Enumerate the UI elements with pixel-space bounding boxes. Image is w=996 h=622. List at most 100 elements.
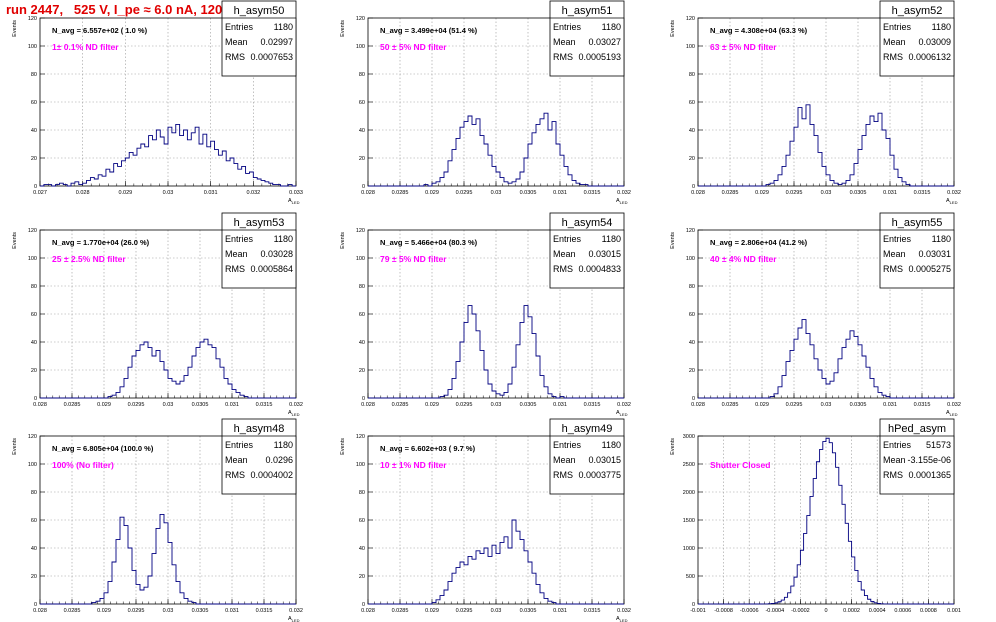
stats-key-entries: Entries (883, 22, 912, 32)
y-tick-label: 120 (686, 16, 695, 22)
stats-box (879, 212, 955, 289)
histogram-line (40, 513, 296, 605)
x-axis-label-sub: LED (292, 200, 300, 205)
histogram-h_asym51: 0.028 0.0285 0.029 0.0295 0.03 0.0305 0.031 0.0… (340, 0, 631, 205)
n-avg-label: N_avg = 6.602e+03 ( 9.7 %) (380, 444, 476, 453)
histogram-name: h_asym55 (892, 217, 943, 229)
stats-key-mean: Mean (883, 455, 906, 465)
y-tick-label: 500 (686, 574, 695, 580)
histogram-line (698, 437, 954, 605)
stats-value-mean: 0.03028 (260, 249, 293, 259)
stats-key-mean: Mean (225, 455, 248, 465)
x-tick-label: 0.03 (491, 608, 502, 614)
histogram-name: h_asym53 (234, 217, 285, 229)
x-tick-label: 0.03 (163, 608, 174, 614)
x-axis-label: ALED (616, 410, 628, 417)
x-tick-label: 0.032 (947, 402, 961, 408)
x-tick-label: 0.031 (553, 608, 567, 614)
x-tick-label: 0.032 (289, 402, 303, 408)
x-axis-label: ALED (616, 616, 628, 622)
histogram-line (368, 305, 624, 399)
x-tick-label: -0.0004 (765, 608, 784, 614)
x-tick-label: 0.029 (425, 402, 439, 408)
histogram-line (40, 123, 296, 187)
y-tick-label: 60 (31, 518, 37, 524)
x-tick-label: 0.0285 (722, 190, 739, 196)
histogram-h_asym48: 0.028 0.0285 0.029 0.0295 0.03 0.0305 0.031 0.0… (12, 418, 303, 622)
x-tick-label: 0.0008 (920, 608, 937, 614)
stats-box (879, 418, 955, 495)
histogram-h_asym49: 0.028 0.0285 0.029 0.0295 0.03 0.0305 0.031 0.0… (340, 418, 631, 622)
y-axis-label: Events (340, 20, 346, 37)
y-tick-label: 60 (31, 100, 37, 106)
x-tick-label: 0.0315 (584, 190, 601, 196)
y-tick-label: 20 (31, 156, 37, 162)
histogram-name: h_asym51 (562, 5, 613, 17)
y-tick-label: 20 (31, 574, 37, 580)
filter-label: 40 ± 4% ND filter (710, 254, 777, 264)
y-tick-label: 0 (692, 184, 695, 190)
filter-label: 63 ± 5% ND filter (710, 42, 777, 52)
stats-key-mean: Mean (225, 37, 248, 47)
x-tick-label: 0.03 (163, 402, 174, 408)
histogram-h_asym53: 0.028 0.0285 0.029 0.0295 0.03 0.0305 0.031 0.0… (12, 212, 303, 417)
y-axis-label: Events (12, 20, 18, 37)
x-tick-label: 0.031 (883, 402, 897, 408)
stats-value-entries: 1180 (274, 22, 293, 32)
stats-value-rms: 0.0005864 (250, 264, 293, 274)
y-tick-label: 20 (31, 368, 37, 374)
x-tick-label: 0.028 (691, 402, 705, 408)
x-tick-label: 0.0305 (192, 402, 209, 408)
x-axis-label-sub: LED (620, 200, 628, 205)
n-avg-label: N_avg = 5.466e+04 (80.3 %) (380, 238, 478, 247)
filter-label: 79 ± 5% ND filter (380, 254, 447, 264)
x-tick-label: 0.032 (617, 608, 631, 614)
x-axis-label-main: A (616, 616, 620, 622)
x-axis-label-main: A (288, 410, 292, 416)
y-axis-label: Events (12, 232, 18, 249)
x-tick-label: 0.03 (821, 402, 832, 408)
stats-value-rms: 0.0006132 (908, 52, 951, 62)
y-tick-label: 100 (356, 256, 365, 262)
y-tick-label: 80 (359, 284, 365, 290)
x-tick-label: 0.0315 (256, 608, 273, 614)
y-tick-label: 60 (359, 100, 365, 106)
x-axis-label-sub: LED (950, 200, 958, 205)
y-tick-label: 100 (356, 462, 365, 468)
x-tick-label: 0.032 (947, 190, 961, 196)
x-tick-label: 0.028 (76, 190, 90, 196)
stats-value-rms: 0.0005193 (578, 52, 621, 62)
y-tick-label: 60 (689, 100, 695, 106)
y-tick-label: 80 (359, 490, 365, 496)
filter-label: 10 ± 1% ND filter (380, 460, 447, 470)
stats-key-entries: Entries (883, 440, 912, 450)
x-tick-label: 0.031 (225, 608, 239, 614)
y-tick-label: 20 (359, 156, 365, 162)
x-tick-label: 0.0285 (722, 402, 739, 408)
x-tick-label: 0.0002 (843, 608, 860, 614)
histogram-line (368, 112, 624, 187)
stats-value-mean: 0.03031 (918, 249, 951, 259)
x-tick-label: 0.031 (883, 190, 897, 196)
x-tick-label: -0.0006 (740, 608, 759, 614)
filter-label: Shutter Closed (710, 460, 770, 470)
stats-key-mean: Mean (225, 249, 248, 259)
histogram-line (698, 319, 954, 399)
y-tick-label: 120 (28, 16, 37, 22)
stats-value-mean: 0.03027 (588, 37, 621, 47)
histogram-name: hPed_asym (888, 423, 946, 435)
x-axis-label-main: A (616, 198, 620, 204)
stats-key-entries: Entries (553, 440, 582, 450)
stats-value-mean: 0.03015 (588, 455, 621, 465)
x-axis-label: ALED (946, 198, 958, 205)
histogram-h_asym55: 0.028 0.0285 0.029 0.0295 0.03 0.0305 0.031 0.0… (670, 212, 961, 417)
stats-key-mean: Mean (553, 37, 576, 47)
y-tick-label: 120 (686, 228, 695, 234)
stats-key-rms: RMS (553, 264, 573, 274)
x-tick-label: -0.001 (690, 608, 706, 614)
stats-key-mean: Mean (553, 455, 576, 465)
n-avg-label: N_avg = 3.499e+04 (51.4 %) (380, 26, 478, 35)
x-tick-label: 0.032 (246, 190, 260, 196)
y-tick-label: 60 (31, 312, 37, 318)
x-tick-label: 0.029 (425, 190, 439, 196)
